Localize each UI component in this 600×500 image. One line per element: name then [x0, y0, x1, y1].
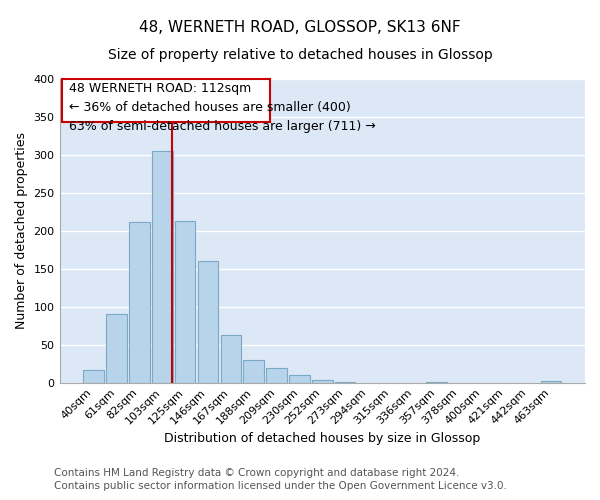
Bar: [175, 221, 196, 382]
Text: Contains public sector information licensed under the Open Government Licence v3: Contains public sector information licen…: [54, 481, 507, 491]
Text: 48, WERNETH ROAD, GLOSSOP, SK13 6NF: 48, WERNETH ROAD, GLOSSOP, SK13 6NF: [139, 20, 461, 35]
Bar: [221, 335, 241, 382]
Bar: [198, 261, 218, 382]
Bar: [106, 314, 127, 382]
Text: Size of property relative to detached houses in Glossop: Size of property relative to detached ho…: [107, 48, 493, 62]
Bar: [541, 381, 561, 382]
Bar: [244, 360, 264, 382]
Bar: [312, 380, 332, 382]
Bar: [152, 151, 173, 382]
FancyBboxPatch shape: [62, 79, 270, 122]
Y-axis label: Number of detached properties: Number of detached properties: [15, 132, 28, 330]
X-axis label: Distribution of detached houses by size in Glossop: Distribution of detached houses by size …: [164, 432, 481, 445]
Bar: [129, 222, 150, 382]
Text: Contains HM Land Registry data © Crown copyright and database right 2024.: Contains HM Land Registry data © Crown c…: [54, 468, 460, 477]
Bar: [289, 375, 310, 382]
Bar: [83, 370, 104, 382]
Bar: [266, 368, 287, 382]
Text: 48 WERNETH ROAD: 112sqm
← 36% of detached houses are smaller (400)
63% of semi-d: 48 WERNETH ROAD: 112sqm ← 36% of detache…: [70, 82, 376, 133]
